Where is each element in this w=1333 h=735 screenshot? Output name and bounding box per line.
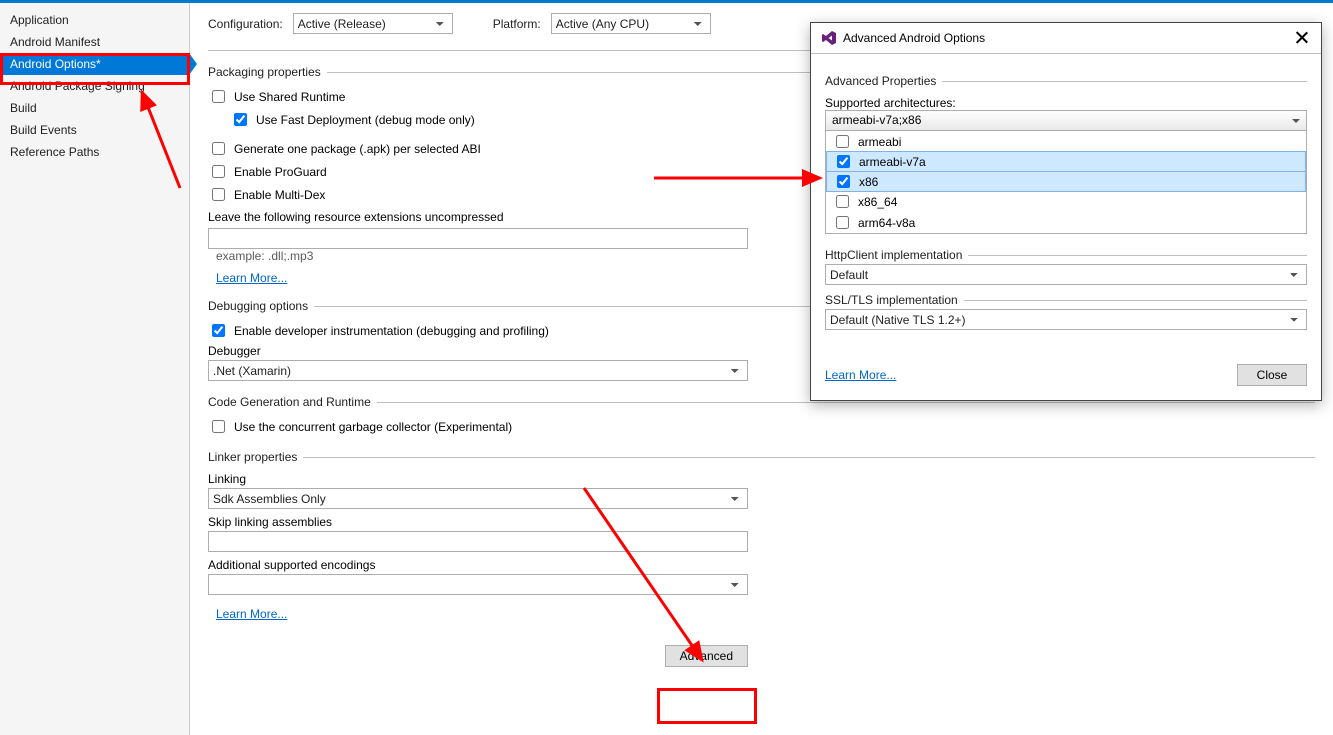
one-package-per-abi-checkbox[interactable] [212, 142, 225, 155]
sidebar-item-application[interactable]: Application [0, 9, 189, 31]
arch-armeabi-v7a-checkbox[interactable] [837, 155, 850, 168]
platform-select[interactable]: Active (Any CPU) [551, 13, 711, 34]
sidebar: Application Android Manifest Android Opt… [0, 3, 190, 735]
sidebar-item-android-options[interactable]: Android Options* [0, 53, 189, 75]
enable-multidex-checkbox[interactable] [212, 188, 225, 201]
sidebar-item-android-package-signing[interactable]: Android Package Signing [0, 75, 189, 97]
sidebar-item-build-events[interactable]: Build Events [0, 119, 189, 141]
sidebar-item-android-manifest[interactable]: Android Manifest [0, 31, 189, 53]
configuration-select[interactable]: Active (Release) [293, 13, 453, 34]
dialog-learn-more-link[interactable]: Learn More... [825, 368, 896, 382]
one-package-per-abi-label: Generate one package (.apk) per selected… [234, 142, 481, 156]
supported-arch-combo[interactable]: armeabi-v7a;x86 [825, 110, 1307, 131]
linking-label: Linking [208, 472, 1315, 486]
supported-arch-label: Supported architectures: [825, 96, 1307, 110]
packaging-learn-more-link[interactable]: Learn More... [216, 271, 287, 285]
httpclient-label: HttpClient implementation [825, 248, 962, 262]
dialog-close-footer-button[interactable]: Close [1237, 364, 1307, 386]
vs-icon [821, 30, 837, 46]
platform-label: Platform: [493, 17, 541, 31]
skip-linking-input[interactable] [208, 531, 748, 552]
httpclient-select[interactable]: Default [825, 264, 1307, 285]
arch-armeabi-checkbox[interactable] [836, 135, 849, 148]
advanced-button[interactable]: Advanced [665, 645, 748, 667]
sidebar-item-build[interactable]: Build [0, 97, 189, 119]
linker-learn-more-link[interactable]: Learn More... [216, 607, 287, 621]
codegen-title: Code Generation and Runtime [208, 395, 371, 409]
concurrent-gc-checkbox[interactable] [212, 420, 225, 433]
encodings-select[interactable] [208, 574, 748, 595]
linking-select[interactable]: Sdk Assemblies Only [208, 488, 748, 509]
arch-row-armeabi-v7a[interactable]: armeabi-v7a [826, 151, 1306, 172]
advanced-properties-title: Advanced Properties [825, 74, 936, 88]
uncompressed-input[interactable] [208, 228, 748, 249]
enable-dev-instrumentation-checkbox[interactable] [212, 324, 225, 337]
use-shared-runtime-label: Use Shared Runtime [234, 90, 345, 104]
enable-proguard-label: Enable ProGuard [234, 165, 327, 179]
use-shared-runtime-checkbox[interactable] [212, 90, 225, 103]
ssltls-select[interactable]: Default (Native TLS 1.2+) [825, 309, 1307, 330]
arch-x86-64-checkbox[interactable] [836, 195, 849, 208]
use-fast-deployment-label: Use Fast Deployment (debug mode only) [256, 113, 475, 127]
encodings-label: Additional supported encodings [208, 558, 1315, 572]
enable-dev-instrumentation-label: Enable developer instrumentation (debugg… [234, 324, 549, 338]
arch-row-arm64-v8a[interactable]: arm64-v8a [826, 212, 1306, 233]
sidebar-item-reference-paths[interactable]: Reference Paths [0, 141, 189, 163]
arch-list: armeabi armeabi-v7a x86 x86_64 arm64-v8a [825, 131, 1307, 234]
debugger-select[interactable]: .Net (Xamarin) [208, 360, 748, 381]
use-fast-deployment-checkbox[interactable] [234, 113, 247, 126]
linker-title: Linker properties [208, 450, 297, 464]
enable-multidex-label: Enable Multi-Dex [234, 188, 325, 202]
concurrent-gc-label: Use the concurrent garbage collector (Ex… [234, 420, 512, 434]
debugging-title: Debugging options [208, 299, 308, 313]
arch-row-x86-64[interactable]: x86_64 [826, 191, 1306, 212]
dialog-title: Advanced Android Options [843, 31, 985, 45]
arch-row-armeabi[interactable]: armeabi [826, 131, 1306, 152]
arch-row-x86[interactable]: x86 [826, 171, 1306, 192]
dialog-close-button[interactable] [1293, 29, 1311, 47]
advanced-android-options-dialog: Advanced Android Options Advanced Proper… [810, 22, 1322, 401]
configuration-label: Configuration: [208, 17, 283, 31]
packaging-title: Packaging properties [208, 65, 321, 79]
arch-arm64-v8a-checkbox[interactable] [836, 216, 849, 229]
enable-proguard-checkbox[interactable] [212, 165, 225, 178]
ssltls-label: SSL/TLS implementation [825, 293, 958, 307]
arch-x86-checkbox[interactable] [837, 175, 850, 188]
skip-linking-label: Skip linking assemblies [208, 515, 1315, 529]
